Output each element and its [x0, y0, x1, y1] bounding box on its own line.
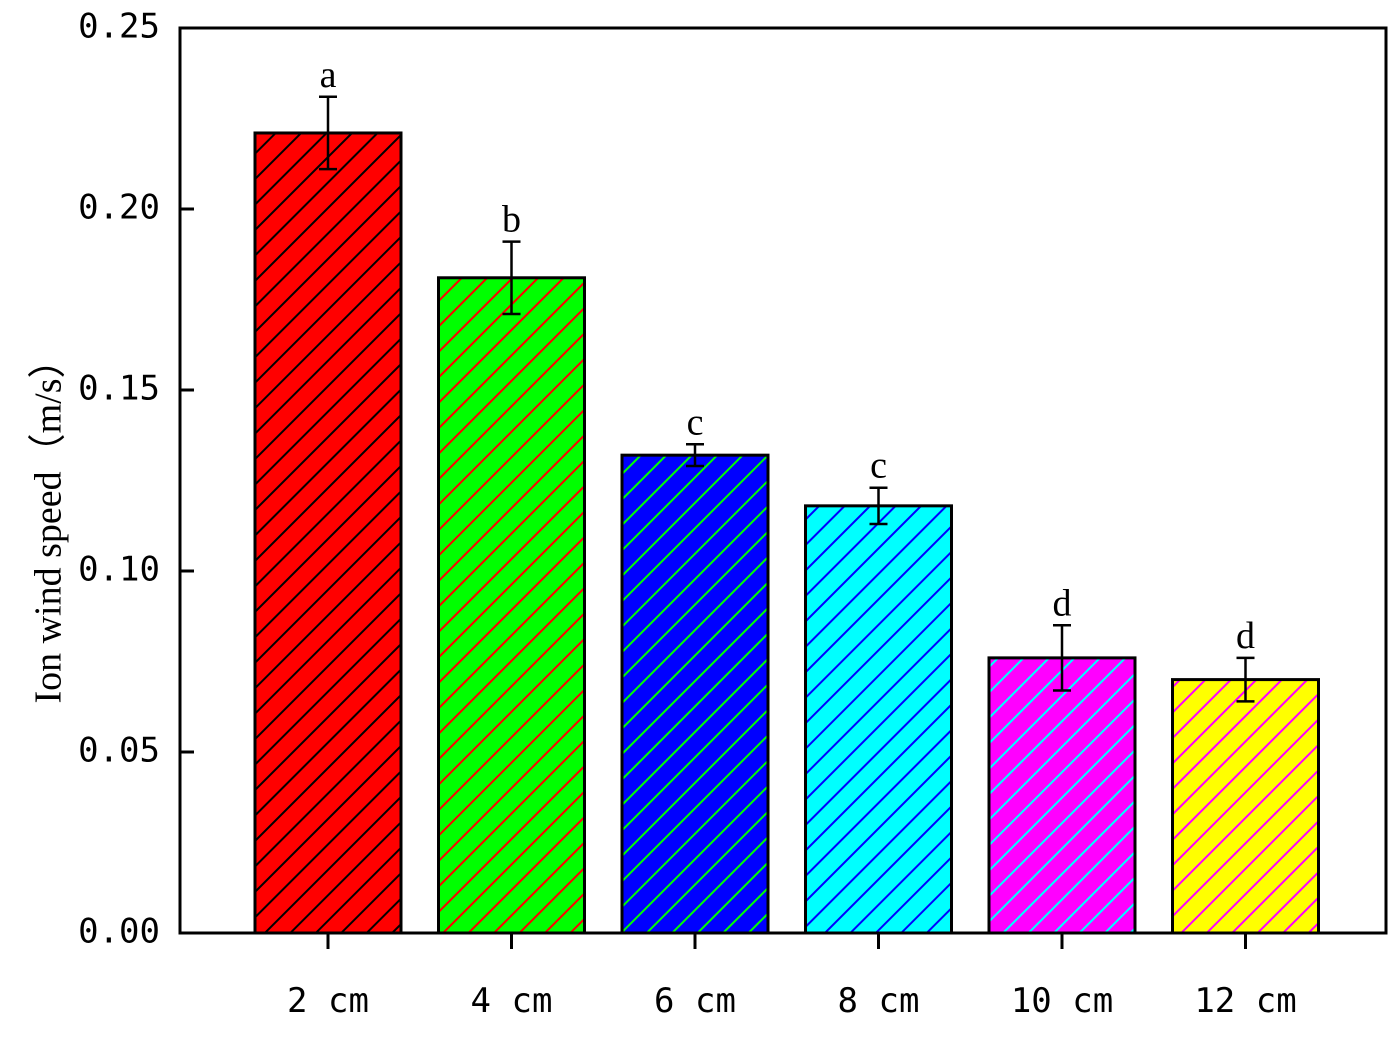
plot-frame — [178, 26, 1388, 935]
x-tick-label: 12 cm — [1194, 981, 1296, 1021]
y-axis-label: Ion wind speed（m/s） — [28, 340, 70, 703]
bar-6cm — [620, 453, 770, 935]
bar-10cm — [987, 656, 1137, 935]
y-tick-label: 0.00 — [78, 912, 160, 952]
significance-letter: b — [502, 199, 521, 241]
x-tick-label: 2 cm — [287, 981, 369, 1021]
bar-8cm — [804, 504, 953, 935]
error-bars-layer — [319, 95, 1255, 703]
x-axis-ticks: 2 cm 4 cm 6 cm 8 cm 10 cm 12 cm — [287, 933, 1297, 1021]
bars-layer — [253, 131, 1320, 935]
significance-letter: c — [870, 445, 887, 487]
bar-2cm — [253, 131, 403, 935]
error-bar — [686, 443, 704, 468]
significance-letter: a — [320, 54, 337, 96]
x-tick-label: 4 cm — [471, 981, 553, 1021]
error-bar — [869, 486, 888, 526]
error-bar — [1236, 656, 1255, 703]
significance-letters-layer: a b c c d d — [320, 54, 1255, 657]
x-tick-label: 6 cm — [654, 981, 736, 1021]
y-tick-label: 0.20 — [78, 188, 160, 228]
bar-12cm — [1171, 678, 1320, 935]
significance-letter: c — [687, 401, 704, 443]
y-tick-label: 0.10 — [78, 550, 160, 590]
y-tick-label: 0.05 — [78, 731, 160, 771]
error-bar — [319, 95, 337, 171]
x-tick-label: 10 cm — [1011, 981, 1113, 1021]
error-bar — [502, 240, 521, 316]
y-tick-label: 0.25 — [78, 7, 160, 47]
significance-letter: d — [1236, 615, 1255, 657]
bar-4cm — [437, 276, 586, 935]
significance-letter: d — [1053, 582, 1072, 624]
x-tick-label: 8 cm — [838, 981, 920, 1021]
error-bar — [1053, 624, 1071, 692]
y-tick-label: 0.15 — [78, 369, 160, 409]
y-axis-ticks: 0.00 0.05 0.10 0.15 0.20 0.25 — [78, 7, 194, 952]
